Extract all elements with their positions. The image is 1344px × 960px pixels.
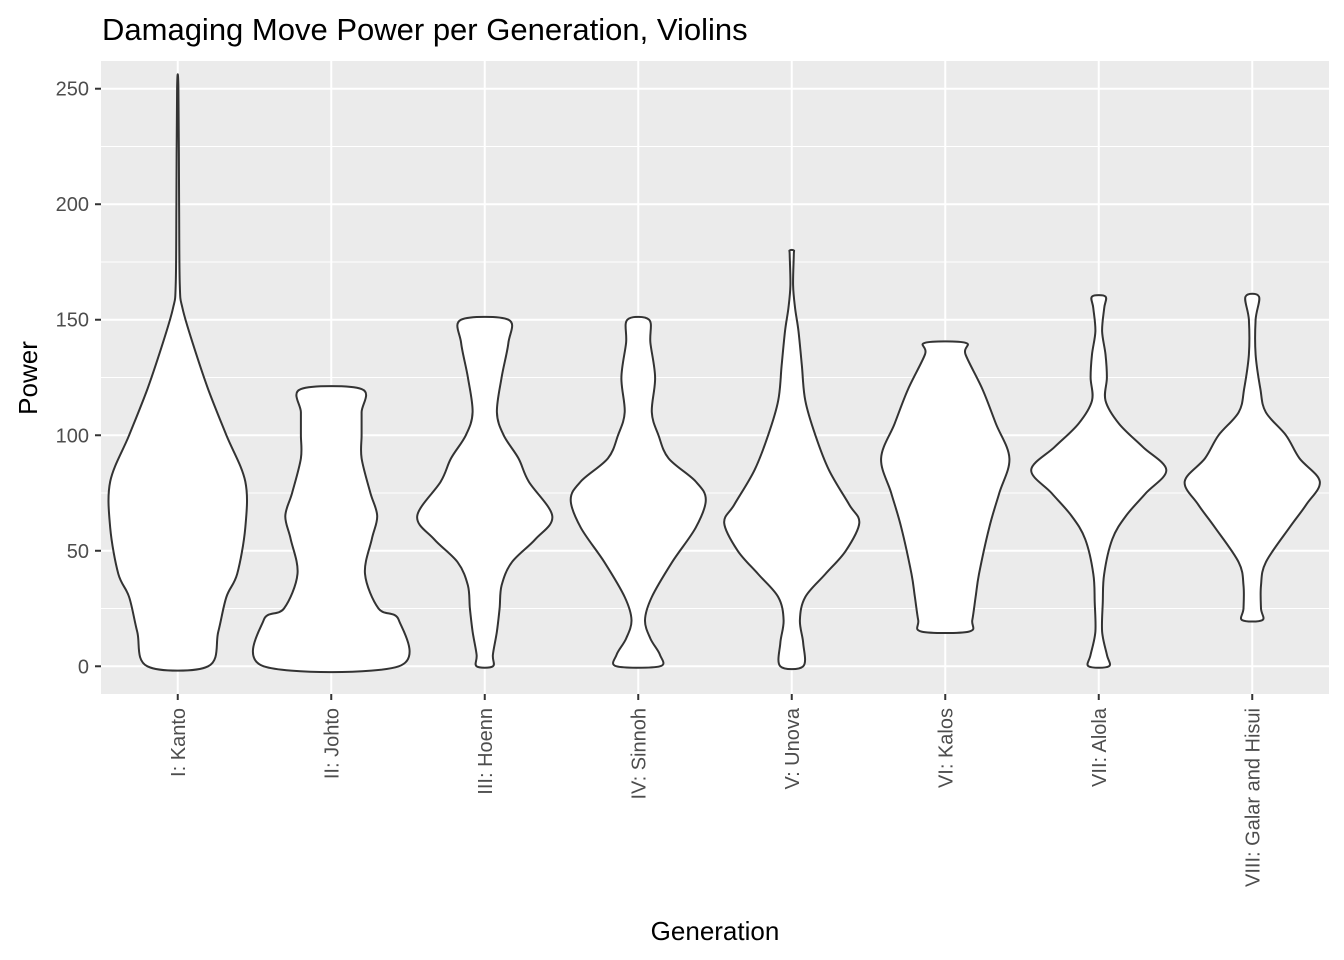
chart-title: Damaging Move Power per Generation, Viol…: [102, 12, 748, 47]
violin-8: [1183, 292, 1321, 623]
y-tick-label: 100: [56, 425, 89, 447]
x-tick-label: VIII: Galar and Hisui: [1242, 708, 1264, 887]
x-axis: I: Kanto II: Johto III: Hoenn IV: Sinnoh V: …: [168, 694, 1264, 887]
y-tick-label: 250: [56, 79, 89, 101]
x-tick-label: I: Kanto: [168, 708, 190, 777]
x-tick-label: IV: Sinnoh: [628, 708, 650, 800]
y-tick-label: 0: [78, 656, 89, 678]
y-tick-label: 150: [56, 310, 89, 332]
x-tick-label: III: Hoenn: [475, 708, 497, 795]
x-tick-label: VII: Alola: [1089, 707, 1111, 787]
x-tick-label: II: Johto: [321, 708, 343, 779]
violin-6: [880, 340, 1011, 635]
y-axis: 0 50 100 150 200 250: [56, 79, 101, 678]
x-tick-label: VI: Kalos: [935, 708, 957, 788]
x-axis-title: Generation: [651, 916, 780, 946]
violins: [107, 73, 1321, 674]
violin-7: [1030, 294, 1168, 669]
violin-4: [569, 315, 707, 669]
violin-2: [251, 385, 411, 674]
y-tick-label: 200: [56, 194, 89, 216]
violin-5: [723, 248, 861, 671]
x-tick-label: V: Unova: [782, 707, 804, 789]
y-axis-title: Power: [13, 341, 43, 415]
violin-1: [107, 73, 249, 672]
y-tick-label: 50: [67, 541, 89, 563]
violin-3: [416, 315, 554, 669]
